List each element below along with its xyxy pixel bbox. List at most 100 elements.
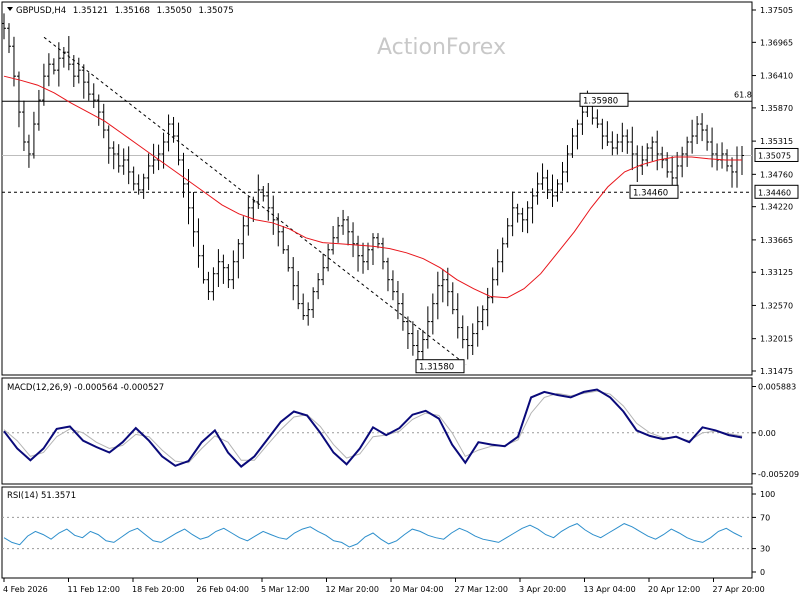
time-tick-label: 13 Apr 04:00	[584, 585, 636, 594]
ohlc-bar	[41, 63, 46, 106]
price-tick-label: 1.36965	[760, 38, 793, 47]
ohlc-bar	[81, 64, 86, 99]
rsi-value-line	[3, 523, 743, 548]
ohlc-bar	[91, 83, 96, 109]
ohlc-bar	[375, 233, 380, 249]
ohlc-bar	[620, 122, 625, 153]
ohlc-bar	[480, 305, 485, 331]
ohlc-bar	[610, 131, 615, 156]
ohlc-bar	[625, 129, 630, 154]
ohlc-bar	[21, 100, 26, 152]
ohlc-bar	[640, 145, 645, 175]
high-tag: 1.35980	[583, 96, 618, 106]
rsi-line	[2, 516, 752, 550]
price-tick-label: 1.33125	[760, 268, 793, 277]
ohlc-bar	[236, 239, 241, 279]
macd-label: MACD(12,26,9) -0.000564 -0.000527	[7, 383, 164, 393]
ohlc-bar	[515, 203, 520, 223]
rsi-axis: 100 70 30 0	[752, 490, 775, 577]
ohlc-bar	[331, 225, 336, 255]
ohlc-bar	[61, 47, 66, 68]
ohlc-bar	[256, 174, 261, 209]
ohlc-bar	[111, 141, 116, 170]
ohlc-bar	[615, 133, 620, 155]
ohlc-bar	[395, 280, 400, 320]
ohlc-bar	[71, 55, 76, 87]
price-tick-label: 1.32570	[760, 301, 793, 310]
rsi-label: RSI(14) 51.3571	[7, 491, 76, 501]
price-levels: 61.8	[2, 36, 752, 366]
ohlc-bar	[600, 118, 605, 150]
time-tick-label: 20 Mar 04:00	[390, 585, 443, 594]
rsi-tick-label: 70	[760, 513, 770, 522]
ohlc-bar	[405, 316, 410, 350]
ohlc-bar	[361, 242, 366, 274]
ohlc-bar	[6, 23, 11, 54]
ohlc-bar	[246, 196, 251, 236]
ohlc-bar	[575, 119, 580, 150]
ohlc-bar	[695, 116, 700, 145]
ohlc-bar	[221, 254, 226, 284]
ohlc-bar	[181, 152, 186, 198]
ohlc-bar	[121, 148, 126, 175]
ohlc-bar	[490, 267, 495, 304]
support-axis-tag: 1.34460	[758, 188, 791, 197]
ohlc-bar	[296, 270, 301, 310]
ma-line	[3, 75, 742, 299]
ohlc-bar	[555, 179, 560, 202]
fib-label: 61.8	[734, 90, 752, 99]
ohlc-bar	[595, 109, 600, 129]
ohlc-bar	[76, 57, 81, 84]
ohlc-bar	[675, 151, 680, 191]
ohlc-bar	[191, 192, 196, 247]
ohlc-bar	[116, 144, 121, 173]
ohlc-bar	[56, 42, 61, 87]
ohlc-bar	[665, 152, 670, 178]
ohlc-bar	[475, 306, 480, 347]
ohlc-bar	[650, 136, 655, 162]
price-tick-label: 1.35315	[760, 137, 793, 146]
ohlc-bar	[505, 218, 510, 248]
ohlc-bar	[86, 72, 91, 101]
ohlc-bar	[126, 146, 131, 185]
open-value: 1.35121	[73, 6, 108, 16]
ohlc-bar	[146, 153, 151, 191]
ohlc-bar	[705, 124, 710, 151]
support-tag: 1.34460	[633, 188, 668, 198]
ohlc-bar	[390, 270, 395, 301]
ohlc-bar	[106, 125, 111, 164]
ohlc-bar	[301, 293, 306, 320]
ohlc-bar	[535, 172, 540, 205]
ohlc-bar	[51, 58, 56, 75]
price-tick-label: 1.34760	[760, 170, 793, 179]
low-tag: 1.31580	[419, 363, 454, 373]
time-tick-label: 27 Apr 20:00	[713, 585, 765, 594]
time-tick-label: 5 Mar 12:00	[261, 585, 309, 594]
ohlc-bar	[525, 201, 530, 234]
ohlc-bar	[326, 244, 331, 272]
price-bars	[2, 13, 744, 368]
symbol-label: GBPUSD,H4	[16, 6, 66, 16]
ohlc-bar	[241, 216, 246, 259]
dropdown-arrow-icon[interactable]	[7, 7, 13, 11]
time-tick-label: 27 Mar 12:00	[455, 585, 508, 594]
ohlc-bar	[730, 157, 735, 188]
price-tags: 1.35980 1.34460 1.31580 1.35075 1.34460	[415, 92, 799, 374]
ohlc-bar	[645, 143, 650, 167]
ohlc-bar	[141, 173, 146, 199]
time-tick-label: 3 Apr 20:00	[519, 585, 566, 594]
ohlc-bar	[630, 126, 635, 171]
time-tick-label: 12 Mar 20:00	[326, 585, 379, 594]
time-tick-label: 4 Feb 2026	[3, 585, 48, 594]
ohlc-bar	[46, 53, 51, 87]
rsi-panel	[1, 486, 753, 579]
ohlc-bar	[281, 225, 286, 254]
time-tick-label: 26 Feb 04:00	[197, 585, 249, 594]
ohlc-bar	[171, 116, 176, 143]
ohlc-bar	[16, 71, 21, 128]
macd-axis: 0.005883 0.00 -0.005209	[752, 382, 799, 479]
ohlc-bar	[660, 146, 665, 169]
ohlc-bar	[311, 287, 316, 318]
rsi-tick-label: 0	[760, 568, 765, 577]
